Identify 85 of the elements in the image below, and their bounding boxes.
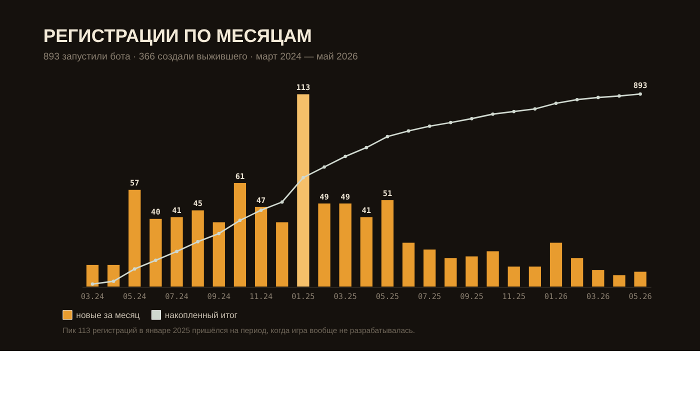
point (449, 120, 452, 124)
x-tick-label: 01.25 (292, 292, 316, 301)
x-tick-label: 03.24 (80, 292, 104, 301)
x-tick-label: 05.25 (376, 292, 400, 301)
data-label: 61 (235, 172, 245, 181)
bar (149, 218, 162, 288)
bar (276, 222, 289, 288)
bar (380, 200, 394, 288)
bar (233, 182, 247, 288)
point (175, 250, 178, 254)
x-tick-label: 07.25 (418, 292, 442, 301)
x-tick-label: 09.25 (460, 292, 484, 301)
bar (592, 270, 605, 288)
point (217, 232, 221, 236)
point (596, 96, 600, 100)
point (259, 208, 263, 212)
x-tick-label: 03.25 (334, 292, 358, 301)
legend-label: накопленный итог (164, 310, 238, 320)
bar (528, 266, 542, 288)
bar (212, 222, 226, 288)
point (344, 154, 347, 158)
chart-subtitle: 893 запустили бота · 366 создали выжившего · март 2024 — май 2026 (43, 51, 358, 62)
point (280, 200, 284, 204)
bar (465, 256, 478, 288)
bar (107, 264, 120, 288)
data-label: 57 (130, 178, 140, 188)
point (406, 129, 410, 133)
point (302, 176, 305, 180)
data-label: 47 (256, 196, 266, 205)
data-label: 49 (340, 192, 350, 202)
point (470, 116, 474, 120)
point (512, 110, 516, 114)
bar (549, 242, 563, 288)
bar (612, 274, 626, 288)
bar (254, 206, 268, 288)
bar (507, 266, 520, 288)
x-tick-label: 11.24 (249, 292, 273, 301)
x-tick-label: 09.24 (207, 292, 231, 301)
bar (170, 216, 184, 288)
point (386, 134, 390, 138)
x-tick-label: 05.24 (123, 292, 147, 301)
point (638, 92, 642, 96)
point (90, 282, 94, 286)
x-tick-label: 11.25 (502, 292, 526, 301)
text: Пик 113 регистраций в январе 2025 пришёлся на период, когда игра вообще не разрабатывалась. (62, 326, 416, 336)
data-label: 893 (633, 81, 648, 90)
point (554, 102, 558, 105)
x-tick-label: 01.26 (544, 292, 568, 301)
legend-label: новые за месяц (76, 310, 140, 320)
x-tick-label: 03.26 (586, 292, 610, 301)
point (238, 218, 242, 222)
bar (318, 203, 331, 288)
data-label: 49 (320, 192, 330, 202)
bar (128, 189, 142, 288)
data-label: 41 (362, 206, 372, 216)
point (132, 267, 136, 271)
point (533, 107, 537, 111)
point (428, 124, 432, 128)
point (618, 94, 621, 98)
bar (486, 250, 500, 288)
bar (570, 258, 584, 288)
data-label: 41 (172, 206, 182, 216)
bar (338, 203, 352, 288)
x-tick-label: 07.24 (165, 292, 189, 301)
bar (402, 242, 416, 288)
point (322, 165, 326, 169)
point (364, 146, 368, 150)
data-label: 113 (296, 83, 310, 92)
point (112, 280, 116, 283)
chart-title: РЕГИСТРАЦИИ ПО МЕСЯЦАМ (43, 24, 312, 46)
bar (444, 258, 458, 288)
point (196, 240, 200, 244)
bar (423, 249, 436, 288)
bar (296, 94, 310, 288)
point (154, 258, 158, 262)
point (575, 98, 579, 102)
bar (86, 264, 100, 288)
bar (634, 271, 647, 288)
bar (360, 216, 373, 288)
bar (191, 210, 204, 288)
data-label: 51 (382, 188, 392, 198)
x-tick-label: 05.26 (628, 292, 652, 301)
point (491, 112, 494, 116)
data-label: 40 (151, 208, 161, 217)
data-label: 45 (193, 199, 203, 208)
